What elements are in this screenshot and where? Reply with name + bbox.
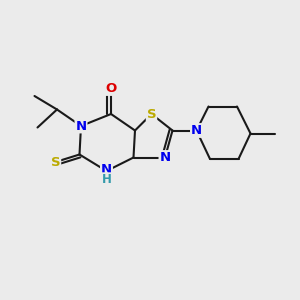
Text: N: N xyxy=(159,151,171,164)
Text: N: N xyxy=(101,163,112,176)
Text: N: N xyxy=(191,124,202,137)
Text: S: S xyxy=(147,107,156,121)
Text: H: H xyxy=(102,173,111,186)
Text: S: S xyxy=(51,155,60,169)
Text: N: N xyxy=(75,119,87,133)
Text: O: O xyxy=(105,82,117,95)
